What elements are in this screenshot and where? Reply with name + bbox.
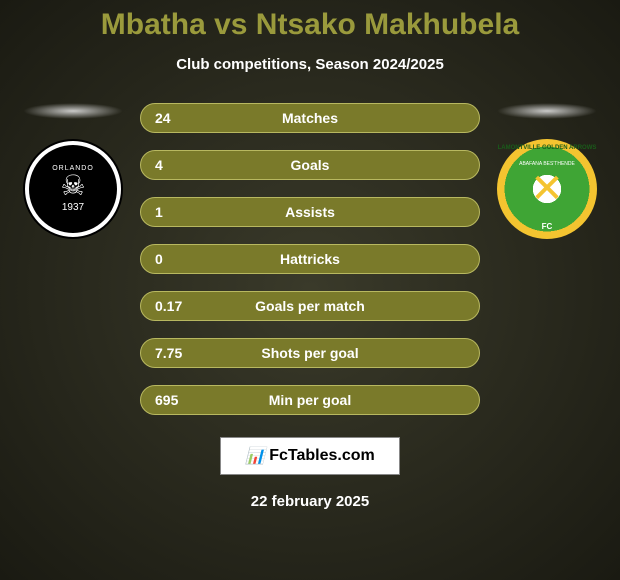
page-title: Mbatha vs Ntsako Makhubela — [0, 0, 620, 42]
stats-column: 24 Matches 4 Goals 1 Assists 0 Hattricks… — [140, 103, 480, 415]
stat-label: Goals — [215, 157, 405, 173]
player-right-column: LAMONTVILLE GOLDEN ARROWS ABAFANA BES'TH… — [492, 103, 602, 239]
club-logo-right: LAMONTVILLE GOLDEN ARROWS ABAFANA BES'TH… — [497, 139, 597, 239]
footer-brand-text: FcTables.com — [269, 447, 375, 465]
player-right-shadow — [497, 103, 597, 119]
stat-left-value: 7.75 — [155, 345, 215, 361]
stat-left-value: 4 — [155, 157, 215, 173]
stat-label: Assists — [215, 204, 405, 220]
footer-brand-badge[interactable]: 📊 FcTables.com — [220, 437, 400, 475]
stat-row-goals: 4 Goals — [140, 150, 480, 180]
page-subtitle: Club competitions, Season 2024/2025 — [0, 56, 620, 73]
stat-row-spg: 7.75 Shots per goal — [140, 338, 480, 368]
stat-left-value: 0.17 — [155, 298, 215, 314]
player-left-shadow — [23, 103, 123, 119]
stat-row-matches: 24 Matches — [140, 103, 480, 133]
skull-icon: ☠ — [60, 172, 85, 200]
stat-left-value: 24 — [155, 110, 215, 126]
pirates-year: 1937 — [62, 202, 84, 213]
stat-row-mpg: 695 Min per goal — [140, 385, 480, 415]
club-logo-left: ORLANDO ☠ 1937 — [23, 139, 123, 239]
stat-row-hattricks: 0 Hattricks — [140, 244, 480, 274]
pirates-logo-inner: ORLANDO ☠ 1937 — [29, 145, 117, 233]
stat-label: Shots per goal — [215, 345, 405, 361]
chart-icon: 📊 — [245, 446, 265, 466]
stat-label: Min per goal — [215, 392, 405, 408]
stat-left-value: 0 — [155, 251, 215, 267]
stat-label: Matches — [215, 110, 405, 126]
player-left-column: ORLANDO ☠ 1937 — [18, 103, 128, 239]
comparison-content: ORLANDO ☠ 1937 24 Matches 4 Goals 1 Assi… — [0, 103, 620, 415]
stat-label: Goals per match — [215, 298, 405, 314]
footer-date: 22 february 2025 — [0, 493, 620, 510]
arrows-fc: FC — [497, 222, 597, 231]
stat-row-gpm: 0.17 Goals per match — [140, 291, 480, 321]
arrows-cross-icon: ✕ — [530, 166, 564, 212]
stat-left-value: 695 — [155, 392, 215, 408]
stat-label: Hattricks — [215, 251, 405, 267]
stat-left-value: 1 — [155, 204, 215, 220]
stat-row-assists: 1 Assists — [140, 197, 480, 227]
